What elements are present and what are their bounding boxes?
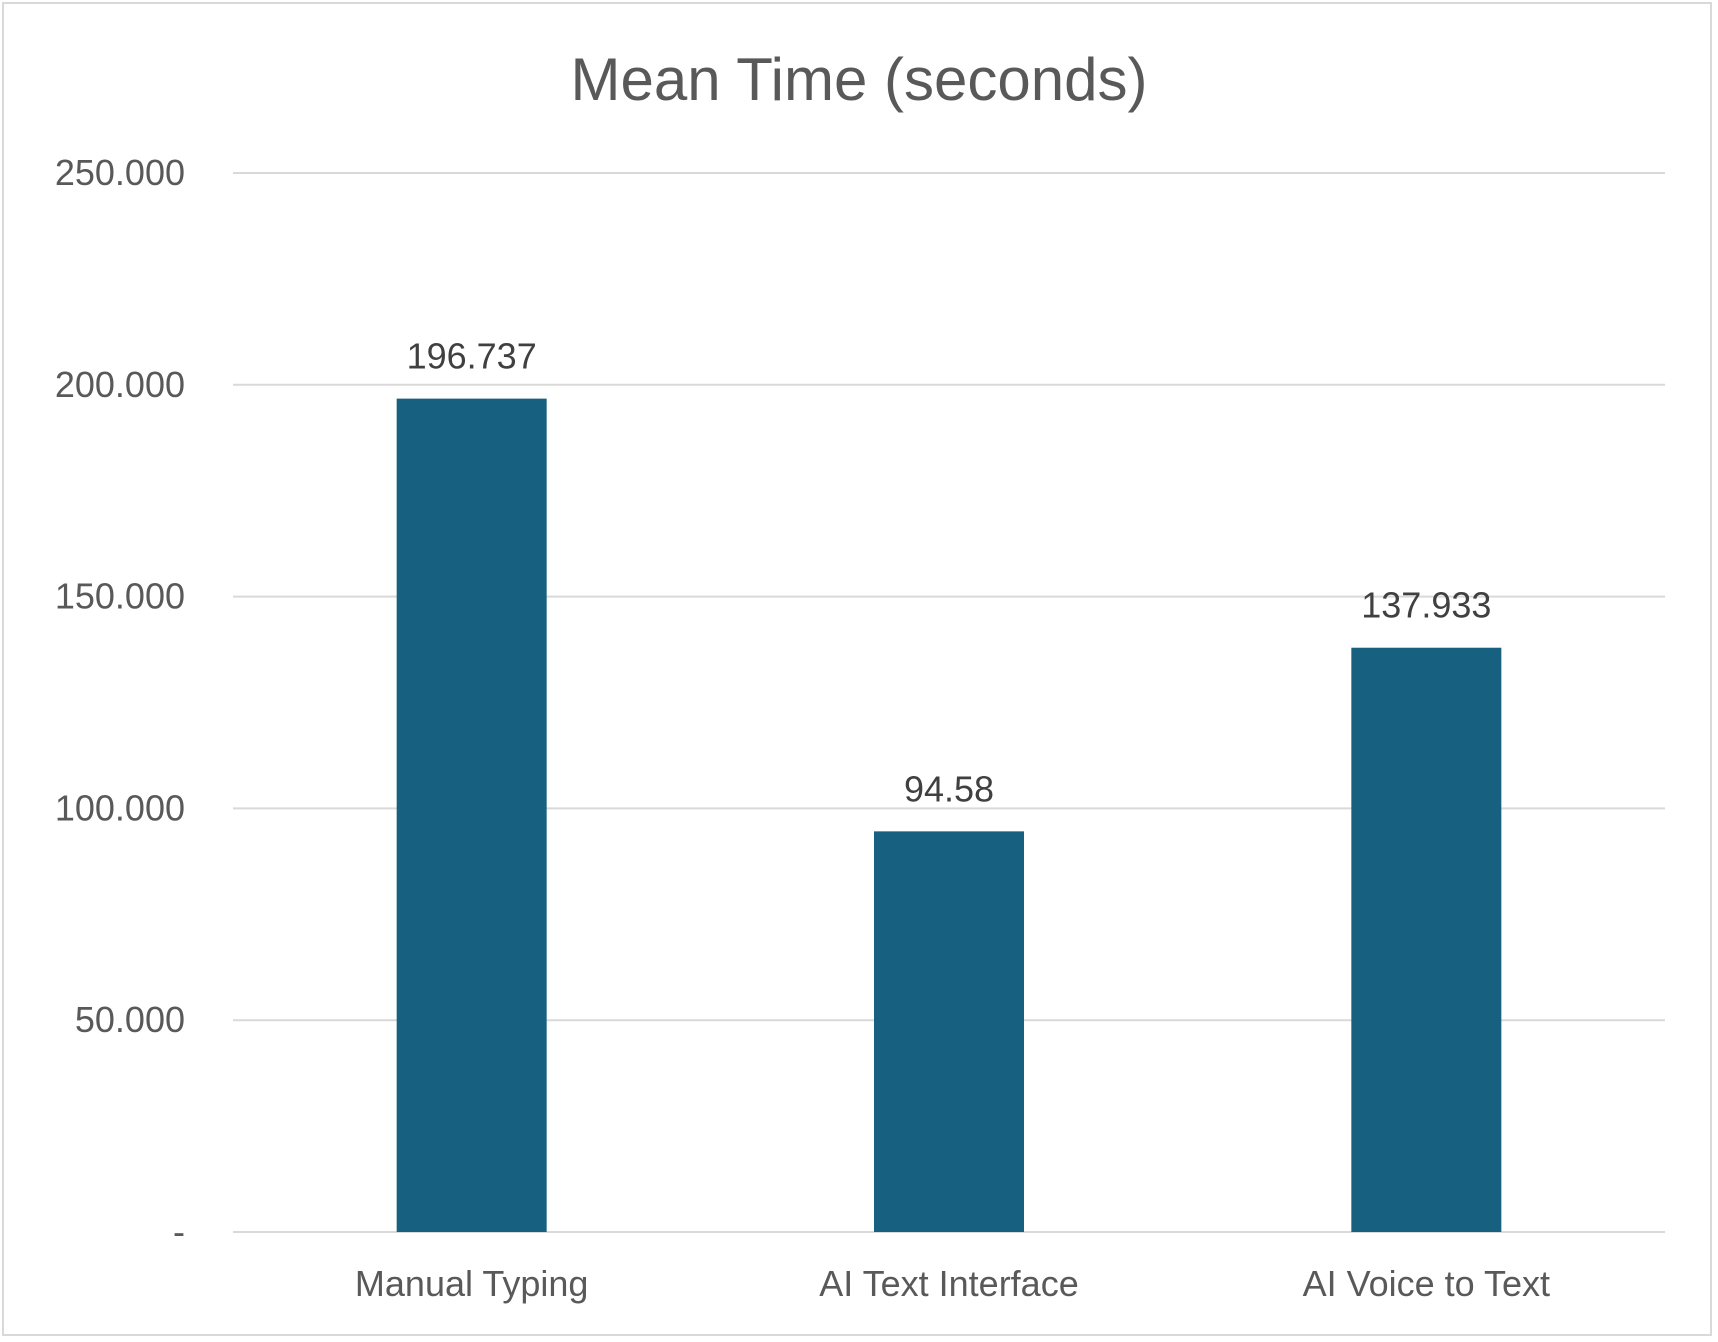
x-category-label: AI Text Interface [819,1263,1078,1304]
data-label: 94.58 [904,768,994,809]
bar [874,831,1024,1232]
y-tick-label: 200.000 [55,364,185,405]
y-tick-label: 250.000 [55,152,185,193]
data-label: 196.737 [407,336,537,377]
x-category-label: AI Voice to Text [1303,1263,1550,1304]
y-axis-ticks: - 50.000 100.000 150.000 200.000 250.000 [55,152,185,1252]
data-labels: 196.737 94.58 137.933 [407,336,1492,810]
y-tick-label: 100.000 [55,787,185,828]
chart-title: Mean Time (seconds) [571,46,1148,113]
bars [396,398,1502,1232]
data-label: 137.933 [1361,585,1491,626]
y-tick-label: 50.000 [75,999,185,1040]
bar [1351,647,1502,1232]
x-category-label: Manual Typing [355,1263,589,1304]
y-tick-label: - [173,1211,185,1252]
bar [396,398,547,1232]
y-tick-label: 150.000 [55,576,185,617]
x-axis-categories: Manual Typing AI Text Interface AI Voice t… [355,1263,1550,1304]
